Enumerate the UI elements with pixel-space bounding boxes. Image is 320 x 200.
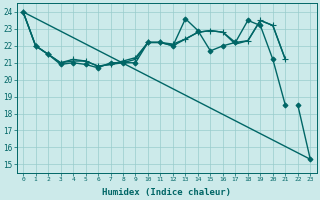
X-axis label: Humidex (Indice chaleur): Humidex (Indice chaleur) [102,188,231,197]
